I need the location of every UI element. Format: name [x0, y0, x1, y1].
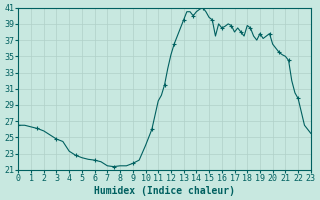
X-axis label: Humidex (Indice chaleur): Humidex (Indice chaleur) — [94, 186, 235, 196]
